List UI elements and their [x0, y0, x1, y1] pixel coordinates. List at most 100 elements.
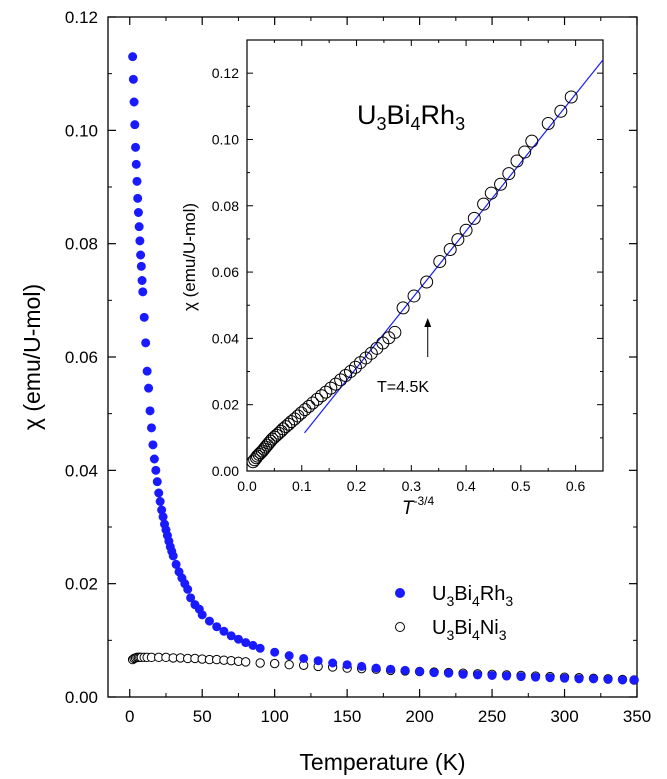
inset-data-point: [302, 399, 316, 413]
y-tick-label: 0.00: [65, 688, 98, 707]
inset-data-point: [298, 403, 312, 417]
legend-label-ni-part: 4: [472, 627, 480, 643]
x-tick-label: 100: [260, 707, 288, 726]
data-point-rh: [589, 674, 599, 684]
x-tick-label: 50: [193, 707, 212, 726]
data-point-rh: [299, 653, 309, 663]
y-tick-label: 0.08: [65, 235, 98, 254]
data-point-rh: [134, 222, 144, 232]
data-point-rh: [158, 512, 168, 522]
data-point-rh: [136, 261, 146, 271]
legend-marker-ni: [395, 622, 405, 632]
data-point-rh: [603, 674, 613, 684]
data-point-rh: [152, 477, 162, 487]
inset-x-tick-label: 0.4: [456, 478, 476, 494]
data-point-rh: [629, 675, 639, 685]
data-point-rh: [386, 664, 396, 674]
inset-data-point: [344, 365, 358, 379]
x-axis-title: Temperature (K): [299, 749, 465, 775]
data-point-rh: [284, 651, 294, 661]
data-point-rh: [545, 673, 555, 683]
data-point-rh: [137, 275, 147, 285]
legend-label-ni-part: 3: [499, 627, 507, 643]
data-point-rh: [155, 496, 165, 506]
data-point-ni: [255, 658, 265, 668]
data-point-rh: [342, 660, 352, 670]
inset-data-point: [274, 424, 288, 438]
legend-label-ni-part: Ni: [480, 617, 499, 639]
inset-data-point: [252, 447, 266, 461]
data-point-rh: [149, 454, 159, 464]
inset-data-point: [525, 134, 539, 148]
data-point-rh: [226, 631, 236, 641]
y-axis-title: χ (emu/U-mol): [19, 284, 45, 430]
legend-label-ni: U3Bi4Ni3: [432, 617, 507, 643]
inset-data-point: [339, 369, 353, 383]
inset-data-point: [484, 186, 498, 200]
inset-y-tick-label: 0.12: [212, 65, 239, 81]
inset-data-point: [388, 325, 402, 339]
legend-label-rh-part: 3: [505, 593, 513, 609]
inset-data-point: [467, 211, 481, 225]
data-point-rh: [255, 643, 265, 653]
inset-data-point: [329, 377, 343, 391]
y-tick-label: 0.04: [65, 461, 98, 480]
data-point-rh: [148, 440, 158, 450]
data-point-rh: [313, 656, 323, 666]
inset-data-point: [494, 177, 508, 191]
y-tick-label: 0.06: [65, 348, 98, 367]
data-point-rh: [204, 616, 214, 626]
inset-data-point: [459, 223, 473, 237]
data-point-rh: [131, 142, 141, 152]
data-point-rh: [168, 551, 178, 561]
inset-data-point: [294, 406, 308, 420]
data-point-rh: [233, 634, 243, 644]
data-point-rh: [458, 669, 468, 679]
x-tick-label: 200: [405, 707, 433, 726]
inset-data-point: [314, 389, 328, 403]
data-point-rh: [197, 610, 207, 620]
x-tick-label: 350: [623, 707, 651, 726]
data-point-rh: [133, 193, 143, 203]
inset-data-point: [348, 360, 362, 374]
inset-y-tick-label: 0.10: [212, 131, 239, 147]
data-point-rh: [144, 383, 154, 393]
inset-data-point: [334, 373, 348, 387]
inset-data-point: [272, 426, 286, 440]
data-point-rh: [444, 668, 454, 678]
inset-title-part: 4: [411, 114, 421, 134]
data-point-rh: [135, 236, 145, 246]
inset-data-point: [554, 104, 568, 118]
inset-title-part: Bi: [387, 100, 411, 130]
legend-label-rh-part: U: [432, 583, 446, 605]
data-point-rh: [270, 647, 280, 657]
legend-marker-rh: [395, 588, 405, 598]
y-tick-label: 0.02: [65, 575, 98, 594]
data-point-rh: [141, 338, 151, 348]
inset-data-point: [310, 392, 324, 406]
inset-x-tick-label: 0.6: [566, 478, 586, 494]
inset-x-tick-label: 0.5: [511, 478, 531, 494]
data-point-rh: [219, 626, 229, 636]
inset-data-point: [510, 154, 524, 168]
legend-label-ni-part: U: [432, 617, 446, 639]
x-tick-label: 300: [550, 707, 578, 726]
legend-label-rh-part: Rh: [480, 583, 506, 605]
inset-data-point: [250, 449, 264, 463]
inset-title-part: 3: [455, 114, 465, 134]
data-point-rh: [138, 287, 148, 297]
legend-label-rh-part: 3: [446, 593, 454, 609]
legend-label-rh-part: Bi: [454, 583, 472, 605]
inset-y-axis-title: χ (emu/U-mol): [180, 203, 199, 311]
inset-data-point: [396, 301, 410, 315]
inset-y-tick-label: 0.08: [212, 198, 239, 214]
data-point-rh: [502, 671, 512, 681]
inset-x-axis-title-sup: -3/4: [413, 494, 434, 508]
data-point-rh: [128, 74, 138, 84]
inset-data-point: [407, 289, 421, 303]
data-point-rh: [133, 208, 143, 218]
legend-label-rh: U3Bi4Rh3: [432, 583, 513, 609]
main-plot: 0 50 100 150 200 250 300 3500.000.020.040.060.0…: [19, 8, 651, 775]
data-point-rh: [146, 423, 156, 433]
